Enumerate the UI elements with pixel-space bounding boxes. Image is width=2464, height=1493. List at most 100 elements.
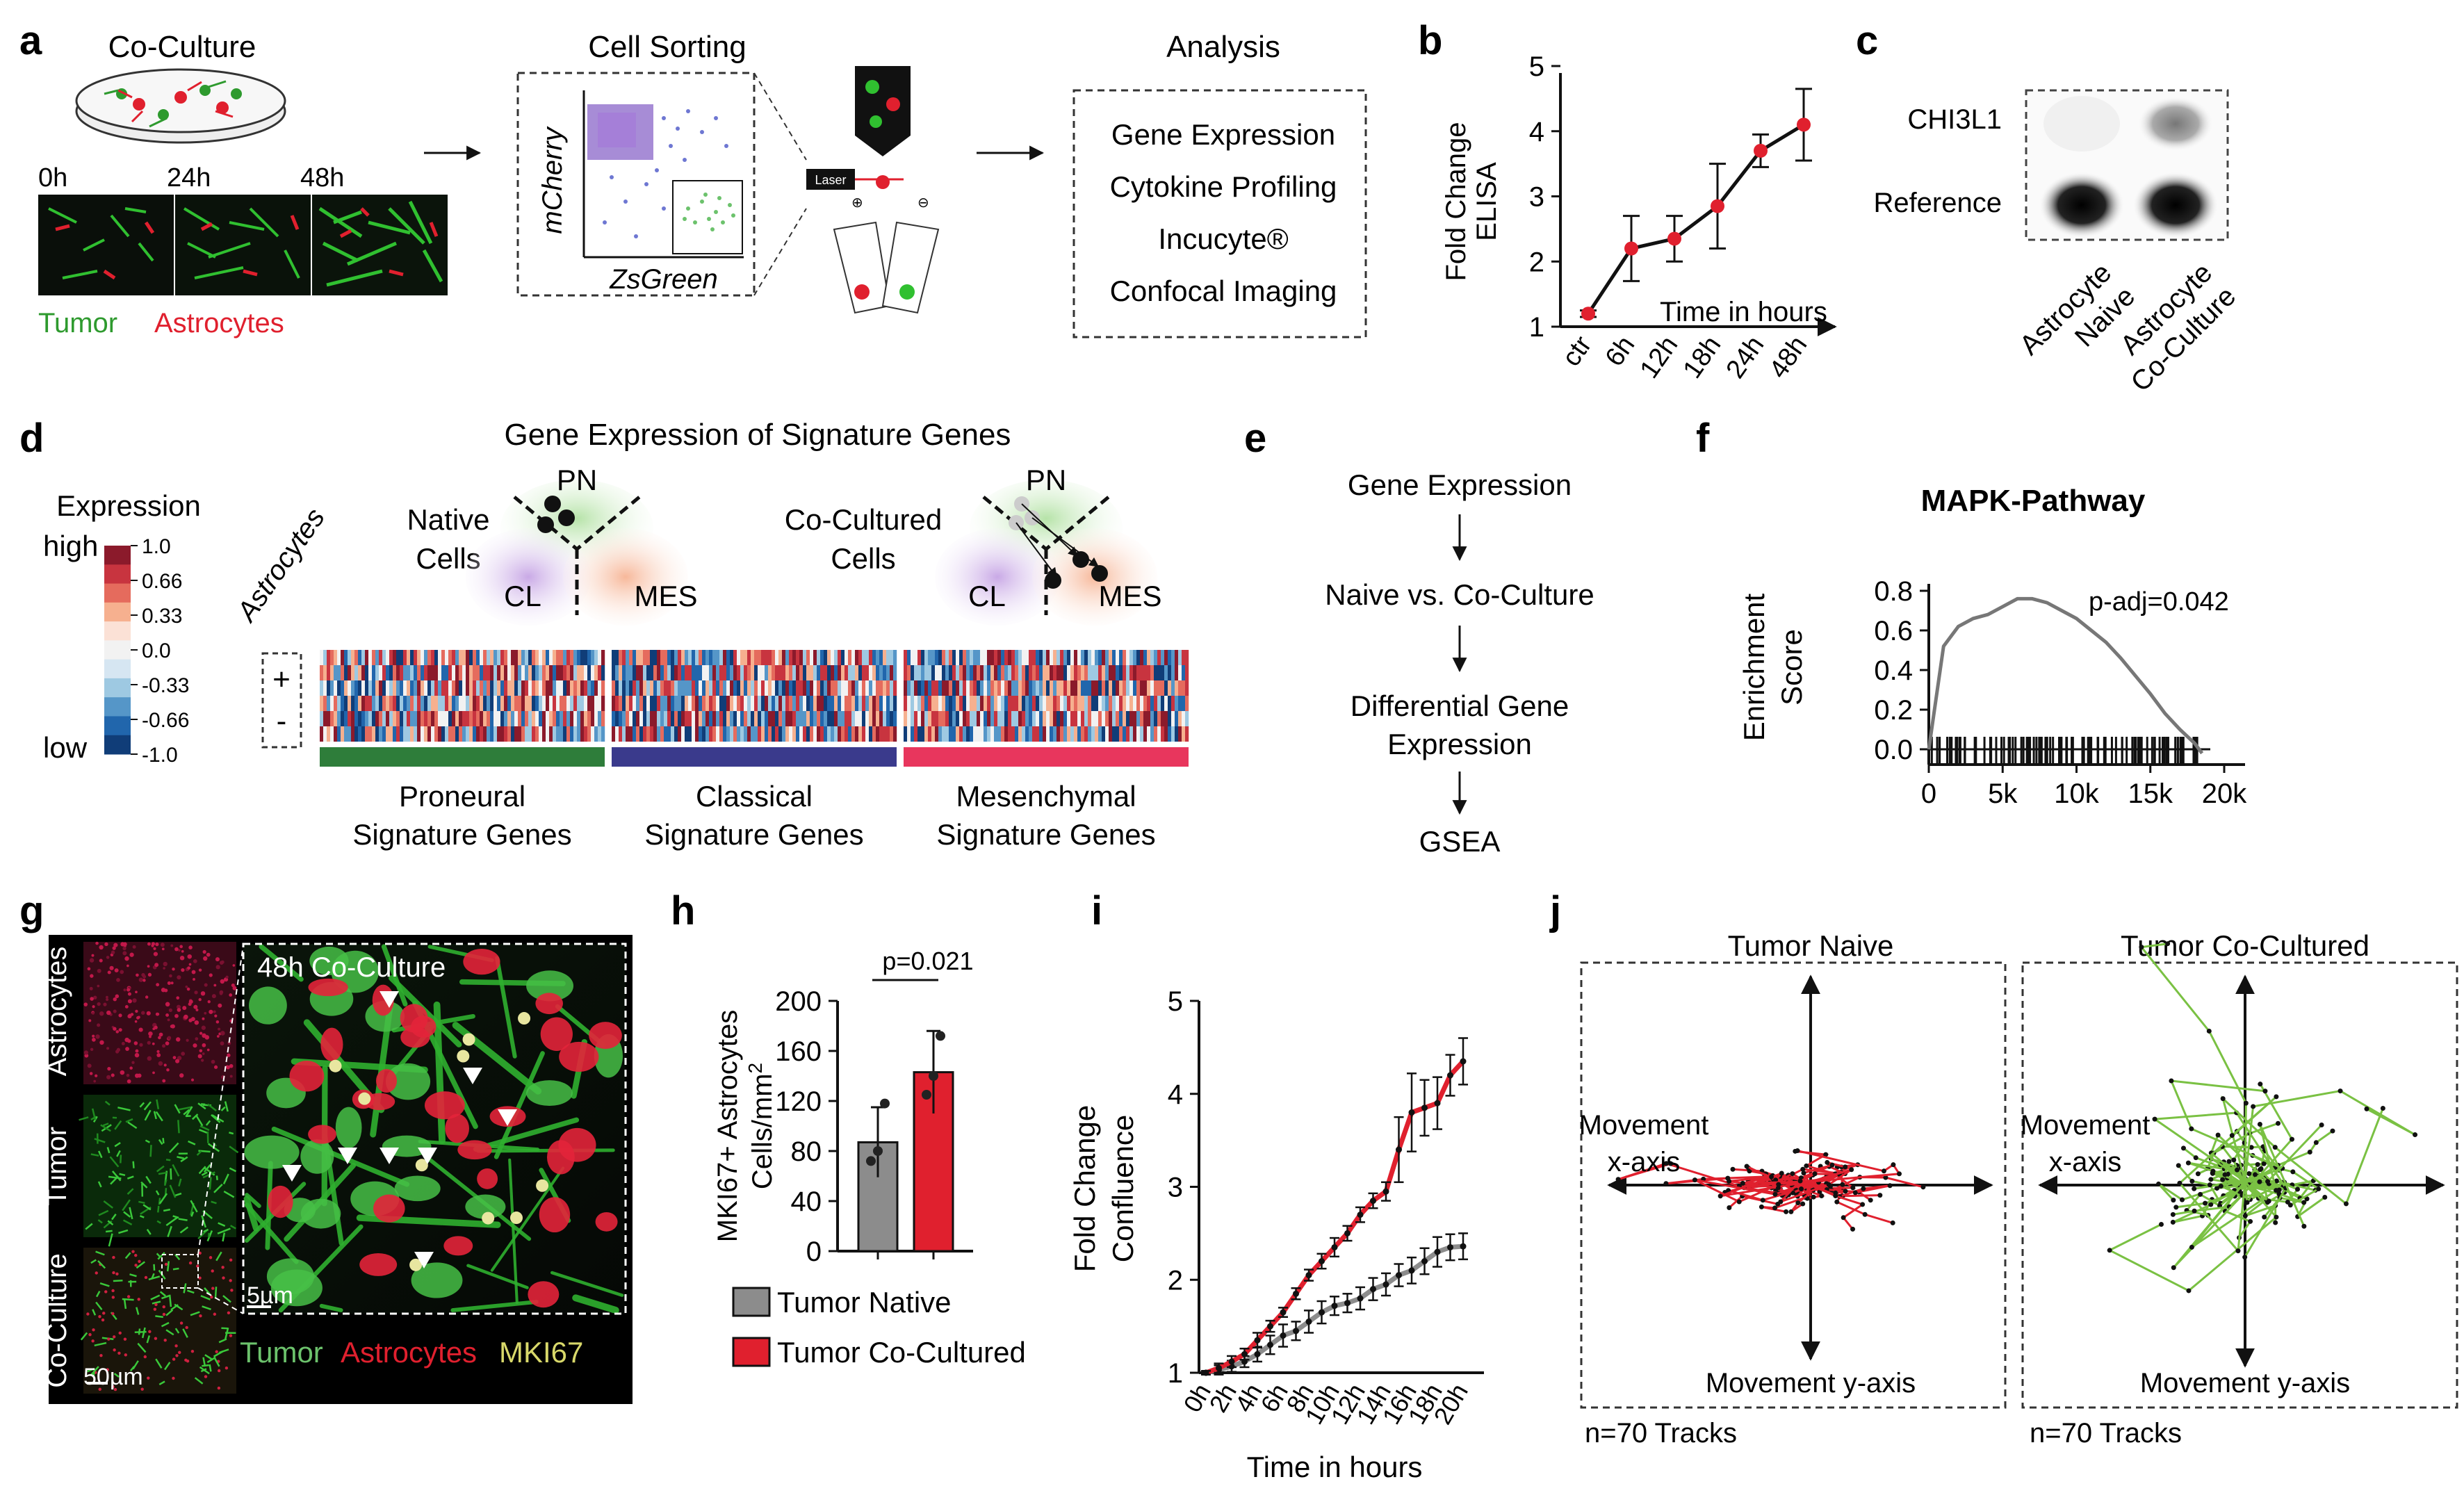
d-heat-cell xyxy=(952,665,956,680)
i-data-point xyxy=(1216,1364,1222,1371)
d-heat-cell xyxy=(907,711,911,726)
d-heat-cell xyxy=(928,680,932,696)
f-x-tick-label: 0 xyxy=(1921,778,1936,809)
d-heat-cell xyxy=(1147,650,1151,665)
g-cocult-cell xyxy=(170,1304,179,1311)
g-row-cocult: Co-Culture xyxy=(42,1253,72,1387)
j-track-point xyxy=(1795,1200,1801,1206)
d-heat-cell xyxy=(497,711,501,726)
g-astro-dot xyxy=(132,945,136,949)
d-native-1: Native xyxy=(407,503,489,536)
d-heat-cell xyxy=(671,680,675,696)
d-heat-cell xyxy=(1036,680,1040,696)
g-astro-dot xyxy=(124,956,129,961)
d-heat-cell xyxy=(1164,665,1168,680)
i-data-point xyxy=(1460,1058,1467,1065)
g-inset-tumor-cell xyxy=(244,1135,300,1169)
d-heat-cell xyxy=(1185,665,1189,680)
g-astro-dot xyxy=(206,1048,210,1052)
d-heat-cell xyxy=(368,650,373,665)
d-colorbar-swatch xyxy=(104,621,131,641)
d-heat-cell xyxy=(883,726,887,742)
g-legend-tumor: Tumor xyxy=(240,1336,323,1369)
d-heat-cell xyxy=(758,680,762,696)
d-heat-cell xyxy=(1008,665,1012,680)
d-heat-cell xyxy=(702,726,706,742)
g-astro-dot xyxy=(181,968,185,972)
d-heat-cell xyxy=(1081,650,1085,665)
d-heat-cell xyxy=(386,650,390,665)
d-heat-cell xyxy=(570,680,574,696)
g-cocult-dot xyxy=(104,1290,108,1294)
d-heat-cell xyxy=(400,711,404,726)
d-heat-cell xyxy=(560,665,564,680)
g-tumor-cell xyxy=(107,1220,114,1226)
g-zoom-box xyxy=(161,1254,199,1289)
d-heat-cell xyxy=(831,680,835,696)
d-heat-cell xyxy=(653,680,658,696)
d-heat-cell xyxy=(504,680,508,696)
d-heat-cell xyxy=(459,665,463,680)
d-heat-cell xyxy=(719,696,724,711)
d-heat-cell xyxy=(455,665,459,680)
g-astro-dot xyxy=(229,993,233,997)
g-astro-dot xyxy=(202,1017,205,1020)
d-heat-cell xyxy=(963,711,967,726)
d-heat-cell xyxy=(424,650,428,665)
d-heat-cell xyxy=(566,680,571,696)
g-tumor-cell xyxy=(172,1215,179,1219)
d-heat-cell xyxy=(626,711,630,726)
d-heat-cell xyxy=(507,680,512,696)
g-astro-dot xyxy=(191,970,196,974)
d-heat-cell xyxy=(862,726,866,742)
g-astro-dot xyxy=(87,1063,92,1068)
g-cocult-dot xyxy=(98,1315,101,1319)
d-heat-cell xyxy=(1171,696,1175,711)
j-track-point xyxy=(1801,1170,1806,1176)
d-heat-cell xyxy=(660,711,664,726)
d-heat-cell xyxy=(427,711,432,726)
g-cocult-cell xyxy=(87,1367,95,1373)
f-plot-area xyxy=(1927,596,2204,755)
d-heat-cell xyxy=(1116,680,1120,696)
d-heat-cell xyxy=(761,665,765,680)
d-heat-cell xyxy=(1036,696,1040,711)
d-heat-cell xyxy=(862,665,866,680)
g-inset-tumor-cell xyxy=(335,1107,362,1148)
d-heat-cell xyxy=(323,696,327,711)
d-heat-cell xyxy=(1147,726,1151,742)
d-heat-cell xyxy=(511,680,515,696)
g-inset-astro-cell xyxy=(535,993,563,1015)
g-astro-dot xyxy=(106,1047,110,1050)
d-heat-cell xyxy=(754,711,758,726)
d-heat-cell xyxy=(761,680,765,696)
g-astro-dot xyxy=(182,1006,187,1011)
d-heat-cell xyxy=(980,711,984,726)
d-heat-cell xyxy=(949,711,953,726)
d-heat-cell xyxy=(730,726,734,742)
d-heat-cell xyxy=(1168,680,1172,696)
d-heat-cell xyxy=(361,665,366,680)
d-colorbar-ticks: 1.00.660.330.0-0.33-0.66-1.0 xyxy=(131,535,189,767)
d-heat-cell xyxy=(1077,726,1082,742)
d-heat-cell xyxy=(956,680,960,696)
d-heat-cell xyxy=(577,711,581,726)
g-legend-astro: Astrocytes xyxy=(341,1336,477,1369)
d-heat-cell xyxy=(365,680,369,696)
g-astro-dot xyxy=(155,943,159,947)
d-heat-cell xyxy=(577,680,581,696)
b-data-point xyxy=(1711,199,1724,213)
g-cocult-dot xyxy=(118,1331,122,1335)
d-heat-cell xyxy=(984,650,988,665)
g-tumor-cell xyxy=(188,1140,196,1145)
d-heat-cell xyxy=(726,650,731,665)
g-cocult-cell xyxy=(218,1338,227,1344)
d-heat-cell xyxy=(890,696,894,711)
d-heat-cell xyxy=(348,665,352,680)
d-heat-cell xyxy=(1119,711,1123,726)
d-heat-cell xyxy=(994,726,998,742)
d-heat-cell xyxy=(542,680,546,696)
d-heat-cell xyxy=(883,665,887,680)
d-heat-cell xyxy=(671,726,675,742)
d-heat-cell xyxy=(664,665,668,680)
